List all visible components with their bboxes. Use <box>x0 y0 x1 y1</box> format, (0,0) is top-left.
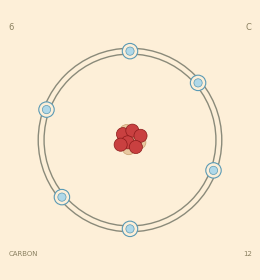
Circle shape <box>128 135 141 148</box>
Circle shape <box>209 166 218 174</box>
Circle shape <box>126 47 134 55</box>
Circle shape <box>190 75 206 91</box>
Circle shape <box>124 131 136 144</box>
Circle shape <box>134 129 147 142</box>
Circle shape <box>121 136 134 149</box>
Text: CARBON: CARBON <box>8 251 38 257</box>
Circle shape <box>126 124 139 137</box>
Circle shape <box>118 131 131 144</box>
Circle shape <box>58 193 66 201</box>
Text: 6: 6 <box>8 23 14 32</box>
Circle shape <box>122 142 135 155</box>
Circle shape <box>194 79 202 87</box>
Circle shape <box>120 125 133 138</box>
Circle shape <box>114 138 127 151</box>
Circle shape <box>122 221 138 237</box>
Text: C: C <box>246 23 252 32</box>
Circle shape <box>133 136 146 149</box>
Circle shape <box>129 141 142 153</box>
Circle shape <box>122 43 138 59</box>
Circle shape <box>206 163 221 178</box>
Circle shape <box>126 225 134 233</box>
Circle shape <box>39 102 54 117</box>
Circle shape <box>54 189 70 205</box>
Circle shape <box>42 106 51 114</box>
Circle shape <box>116 128 129 141</box>
Text: 12: 12 <box>243 251 252 257</box>
